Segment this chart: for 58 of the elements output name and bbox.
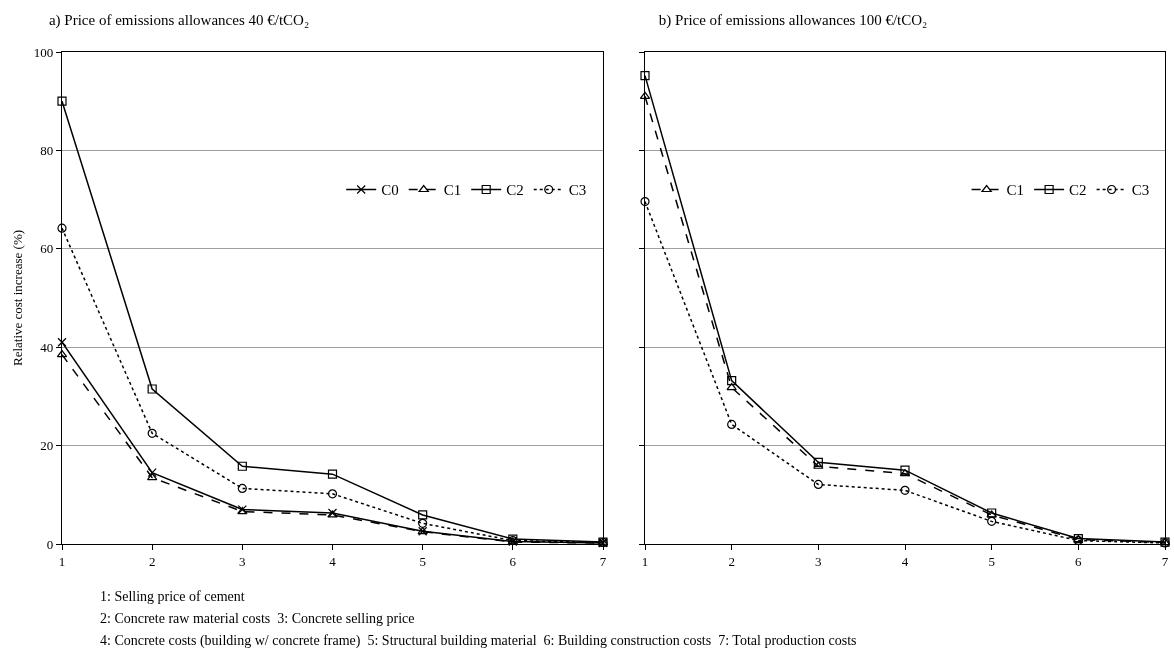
chart-title: a) Price of emissions allowances 40 €/tCO₂ bbox=[48, 12, 310, 29]
chart-title: b) Price of emissions allowances 100 €/tCO₂ bbox=[658, 12, 928, 29]
y-tick-label: 0 bbox=[46, 536, 54, 552]
x-tick-label: 6 bbox=[1075, 553, 1083, 569]
legend-label: C0 bbox=[381, 182, 399, 199]
point bbox=[146, 472, 158, 481]
x-tick-label: 1 bbox=[58, 553, 66, 569]
point bbox=[727, 376, 737, 386]
y-tick-label: 100 bbox=[33, 44, 54, 60]
point bbox=[237, 483, 247, 493]
y-tick-label: 60 bbox=[40, 241, 54, 257]
x-tick-label: 5 bbox=[988, 553, 995, 569]
point bbox=[640, 71, 650, 81]
point bbox=[987, 516, 997, 526]
point bbox=[726, 382, 737, 391]
point bbox=[147, 384, 157, 394]
point bbox=[900, 465, 910, 475]
x-tick-label: 4 bbox=[329, 553, 337, 569]
text: 4: Concrete costs (building w/ concrete frame) 5: Structural building material 6: Building construction costs 7: Total production costs bbox=[100, 632, 857, 650]
point bbox=[727, 419, 737, 430]
point bbox=[327, 469, 338, 479]
point bbox=[57, 337, 67, 347]
point bbox=[56, 349, 68, 358]
x-tick-label: 3 bbox=[815, 553, 822, 569]
x-tick-label: 7 bbox=[599, 553, 607, 569]
legend-label: C1 bbox=[443, 182, 462, 199]
point bbox=[813, 461, 824, 469]
text: 2: Concrete raw material costs 3: Concrete selling price bbox=[100, 610, 416, 628]
y-tick-label: 20 bbox=[40, 438, 54, 454]
x-tick-label: 3 bbox=[239, 553, 246, 569]
legend-label: C2 bbox=[506, 182, 524, 199]
point bbox=[57, 96, 67, 106]
y-axis-title: Relative cost increase (%) bbox=[9, 229, 25, 367]
point bbox=[237, 461, 247, 471]
point bbox=[57, 223, 67, 233]
point bbox=[147, 428, 157, 438]
y-tick-label: 80 bbox=[40, 142, 54, 158]
point bbox=[147, 468, 157, 478]
legend-label: C3 bbox=[1131, 182, 1150, 199]
point bbox=[327, 489, 338, 499]
x-tick-label: 2 bbox=[728, 553, 735, 569]
x-tick-label: 7 bbox=[1161, 553, 1169, 569]
point bbox=[900, 485, 910, 495]
point bbox=[418, 510, 428, 520]
point bbox=[640, 196, 650, 207]
text: 1: Selling price of cement bbox=[100, 588, 246, 606]
x-tick-label: 1 bbox=[641, 553, 649, 569]
legend-label: C1 bbox=[1006, 182, 1025, 199]
x-tick-label: 6 bbox=[509, 553, 517, 569]
point bbox=[813, 457, 823, 467]
x-tick-label: 4 bbox=[901, 553, 909, 569]
y-tick-label: 40 bbox=[40, 339, 54, 355]
legend-label: C3 bbox=[568, 182, 587, 199]
point bbox=[813, 479, 823, 490]
legend-label: C2 bbox=[1069, 182, 1087, 199]
x-tick-label: 5 bbox=[419, 553, 426, 569]
point bbox=[418, 518, 428, 528]
x-tick-label: 2 bbox=[148, 553, 156, 569]
